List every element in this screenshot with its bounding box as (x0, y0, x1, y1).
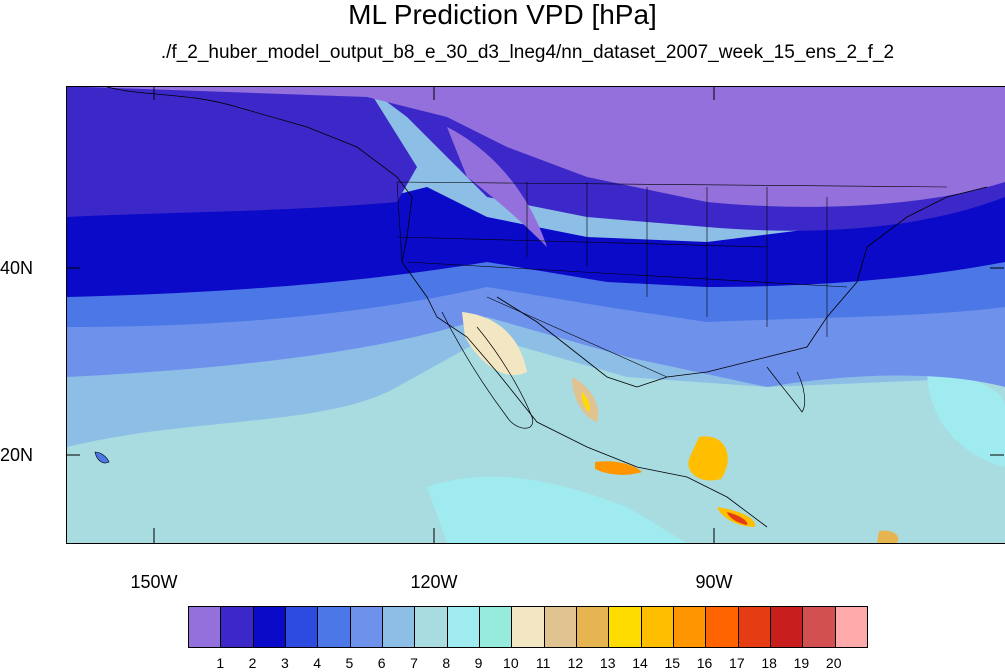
colorbar-label: 15 (664, 655, 681, 671)
colorbar-box-7 (415, 607, 448, 647)
colorbar-label: 6 (377, 655, 386, 671)
colorbar-box-0 (189, 607, 222, 647)
lon-label-90w: 90W (695, 572, 733, 592)
colorbar-box-15 (673, 607, 707, 647)
plot-subtitle: ./f_2_huber_model_output_b8_e_30_d3_lneg… (160, 42, 895, 63)
border-us (396, 181, 948, 378)
colorbar-box-10 (512, 607, 545, 647)
colorbar-label: 7 (410, 655, 418, 671)
florida-outline (766, 366, 806, 413)
colorbar-box-11 (544, 607, 577, 647)
colorbar-box-8 (447, 607, 480, 647)
colorbar-label: 10 (503, 655, 519, 671)
colorbar-label: 12 (567, 655, 584, 671)
colorbar-box-20 (835, 607, 867, 647)
lon-label-120w: 120W (410, 572, 458, 592)
colorbar-box-1 (221, 607, 254, 647)
field-hot-12f (877, 530, 899, 543)
colorbar-label: 20 (825, 655, 842, 671)
map-panel (66, 86, 1005, 544)
colorbar (188, 606, 868, 648)
lat-label-40n: 40N (0, 258, 34, 278)
field-band-9 (427, 476, 687, 543)
colorbar-label: 8 (442, 655, 451, 671)
colorbar-box-4 (318, 607, 351, 647)
field-band-1b (447, 127, 547, 247)
colorbar-box-14 (641, 607, 674, 647)
field-band-6 (67, 237, 1005, 387)
field-band-9b (927, 367, 1005, 467)
colorbar-box-19 (803, 607, 836, 647)
colorbar-box-2 (253, 607, 286, 647)
field-band-1 (87, 87, 1005, 207)
colorbar-label: 1 (216, 655, 225, 671)
field-band-8 (67, 337, 1005, 543)
colorbar-label: 19 (793, 655, 810, 671)
colorbar-box-9 (479, 607, 513, 647)
plot-title: ML Prediction VPD [hPa] (348, 0, 657, 30)
colorbar-label: 11 (535, 655, 551, 671)
colorbar-box-17 (738, 607, 771, 647)
colorbar-box-16 (706, 607, 739, 647)
hawaii (94, 451, 110, 464)
vpd-contour-map (67, 87, 1005, 543)
colorbar-box-13 (609, 607, 642, 647)
colorbar-box-6 (382, 607, 416, 647)
colorbar-label: 4 (313, 655, 322, 671)
field-hot-17e (727, 512, 748, 525)
colorbar-label: 2 (248, 655, 257, 671)
lat-label-20n: 20N (0, 445, 34, 465)
colorbar-label: 13 (599, 655, 616, 671)
colorbar-label: 14 (632, 655, 648, 671)
colorbar-label: 18 (761, 655, 777, 671)
colorbar-label: 5 (345, 655, 354, 671)
colorbar-box-12 (576, 607, 610, 647)
field-hot-16d (595, 461, 642, 475)
colorbar-label: 17 (729, 655, 745, 671)
colorbar-box-5 (350, 607, 383, 647)
colorbar-label: 3 (280, 655, 289, 671)
baja-outline (441, 311, 534, 429)
colorbar-label: 16 (696, 655, 713, 671)
colorbar-label: 9 (474, 655, 483, 671)
colorbar-box-18 (770, 607, 804, 647)
lon-label-150w: 150W (130, 572, 178, 592)
colorbar-box-3 (285, 607, 319, 647)
field-hot-10a (462, 312, 527, 376)
field-hot-15c (688, 436, 728, 481)
field-hot-14b (581, 392, 590, 412)
coastline (106, 87, 988, 528)
